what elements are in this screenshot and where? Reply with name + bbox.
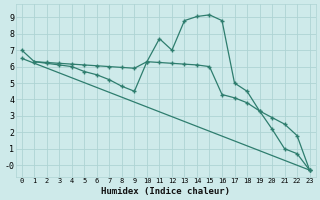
X-axis label: Humidex (Indice chaleur): Humidex (Indice chaleur) <box>101 187 230 196</box>
